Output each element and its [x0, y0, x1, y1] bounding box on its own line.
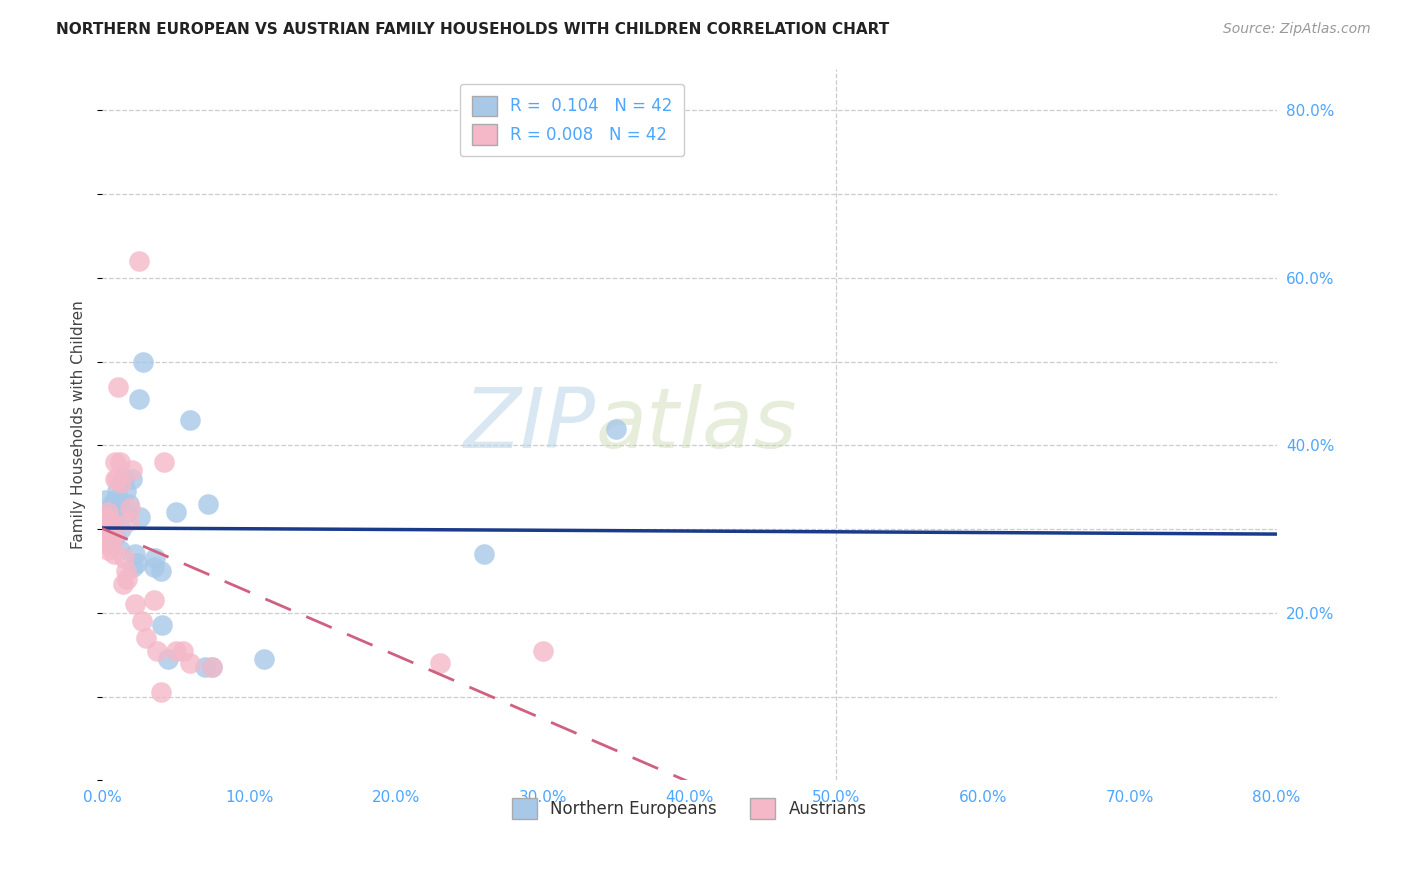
Point [104, 472, 127, 486]
Text: atlas: atlas [595, 384, 797, 465]
Point [111, 576, 134, 591]
Text: ZIP: ZIP [464, 384, 595, 465]
Point [98, 531, 121, 545]
Point [149, 685, 172, 699]
Point [194, 660, 217, 674]
Point [97, 505, 120, 519]
Point [100, 514, 122, 528]
Legend: Northern Europeans, Austrians: Northern Europeans, Austrians [505, 792, 873, 825]
Point [104, 531, 127, 545]
Point [101, 522, 124, 536]
Point [472, 547, 495, 561]
Point [93, 509, 115, 524]
Point [97, 526, 120, 541]
Point [135, 631, 157, 645]
Point [96, 534, 118, 549]
Point [94, 514, 117, 528]
Point [108, 543, 131, 558]
Point [110, 522, 132, 536]
Point [104, 455, 127, 469]
Point [197, 497, 219, 511]
Point [103, 522, 125, 536]
Point [94, 522, 117, 536]
Point [129, 509, 152, 524]
Point [429, 656, 451, 670]
Point [96, 514, 118, 528]
Point [114, 564, 136, 578]
Point [107, 380, 129, 394]
Point [145, 643, 167, 657]
Point [101, 501, 124, 516]
Point [121, 463, 143, 477]
Point [114, 484, 136, 499]
Point [100, 517, 122, 532]
Point [128, 392, 150, 407]
Point [96, 526, 118, 541]
Point [103, 509, 125, 524]
Point [605, 421, 627, 435]
Point [124, 547, 146, 561]
Point [98, 534, 121, 549]
Y-axis label: Family Households with Children: Family Households with Children [72, 300, 86, 549]
Point [128, 254, 150, 268]
Point [124, 598, 146, 612]
Point [108, 455, 131, 469]
Point [201, 660, 224, 674]
Point [201, 660, 224, 674]
Point [165, 505, 187, 519]
Text: Source: ZipAtlas.com: Source: ZipAtlas.com [1223, 22, 1371, 37]
Point [122, 559, 145, 574]
Point [142, 559, 165, 574]
Point [157, 652, 180, 666]
Point [103, 526, 125, 541]
Point [165, 643, 187, 657]
Point [107, 497, 129, 511]
Point [121, 472, 143, 486]
Point [152, 618, 174, 632]
Point [143, 551, 166, 566]
Point [132, 354, 155, 368]
Point [112, 551, 135, 566]
Point [98, 539, 121, 553]
Point [97, 543, 120, 558]
Point [153, 455, 176, 469]
Point [253, 652, 276, 666]
Point [101, 497, 124, 511]
Point [179, 413, 201, 427]
Point [179, 656, 201, 670]
Point [115, 572, 138, 586]
Point [112, 472, 135, 486]
Point [120, 501, 142, 516]
Point [100, 514, 122, 528]
Point [98, 522, 121, 536]
Point [172, 643, 194, 657]
Point [110, 476, 132, 491]
Point [105, 484, 128, 499]
Point [101, 534, 124, 549]
Text: NORTHERN EUROPEAN VS AUSTRIAN FAMILY HOUSEHOLDS WITH CHILDREN CORRELATION CHART: NORTHERN EUROPEAN VS AUSTRIAN FAMILY HOU… [56, 22, 890, 37]
Point [103, 547, 125, 561]
Point [115, 505, 138, 519]
Point [104, 492, 127, 507]
Point [100, 534, 122, 549]
Point [142, 593, 165, 607]
Point [97, 505, 120, 519]
Point [117, 514, 139, 528]
Point [149, 564, 172, 578]
Point [105, 472, 128, 486]
Point [127, 556, 149, 570]
Point [131, 614, 153, 628]
Point [531, 643, 554, 657]
Point [117, 497, 139, 511]
Point [94, 492, 117, 507]
